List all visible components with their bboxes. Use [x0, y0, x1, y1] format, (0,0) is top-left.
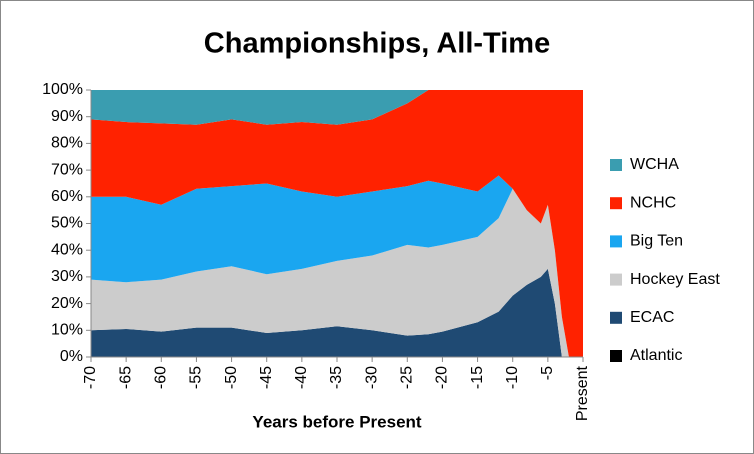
chart-title: Championships, All-Time [204, 28, 550, 60]
legend-label: NCHC [630, 194, 676, 211]
legend-label: WCHA [630, 156, 679, 173]
x-tick-label: -40 [293, 366, 310, 389]
x-tick-label: -30 [363, 366, 380, 389]
x-tick-label: -65 [117, 366, 134, 389]
area [91, 175, 583, 357]
legend-label: ECAC [630, 309, 674, 326]
x-tick-label: -10 [504, 366, 521, 389]
x-tick-label: -50 [223, 366, 240, 389]
x-tick-label: -15 [469, 366, 486, 389]
y-tick-label: 90% [51, 108, 83, 125]
x-tick-label: -45 [258, 366, 275, 389]
legend-swatch [610, 197, 622, 210]
area [91, 90, 583, 125]
x-axis-label: Years before Present [252, 412, 421, 431]
legend-swatch [610, 311, 622, 324]
x-tick-label: -55 [188, 366, 205, 389]
y-tick-label: 30% [51, 268, 83, 285]
area [91, 90, 583, 357]
y-tick-label: 70% [51, 161, 83, 178]
y-tick-label: 80% [51, 135, 83, 152]
legend-swatch [610, 159, 622, 171]
area [91, 268, 583, 357]
y-tick-label: 20% [51, 295, 83, 312]
y-tick-label: 100% [42, 81, 83, 98]
y-tick-label: 10% [51, 322, 83, 339]
legend-swatch [610, 350, 622, 362]
x-tick-label: -35 [328, 366, 345, 389]
y-tick-label: 60% [51, 188, 83, 205]
legend-label: Hockey East [630, 271, 720, 288]
x-tick-label: Present [574, 365, 591, 421]
legend-label: Atlantic [630, 347, 682, 364]
x-tick-label: -20 [434, 366, 451, 389]
x-tick-label: -60 [153, 366, 170, 389]
legend-swatch [610, 235, 622, 248]
legend-swatch [610, 273, 622, 286]
x-tick-label: -70 [82, 366, 99, 389]
y-tick-label: 0% [60, 348, 83, 365]
legend-label: Big Ten [630, 233, 683, 250]
y-tick-label: 40% [51, 241, 83, 258]
x-tick-label: -25 [399, 366, 416, 389]
area [91, 188, 583, 357]
x-tick-label: -5 [539, 366, 556, 380]
y-tick-label: 50% [51, 215, 83, 232]
